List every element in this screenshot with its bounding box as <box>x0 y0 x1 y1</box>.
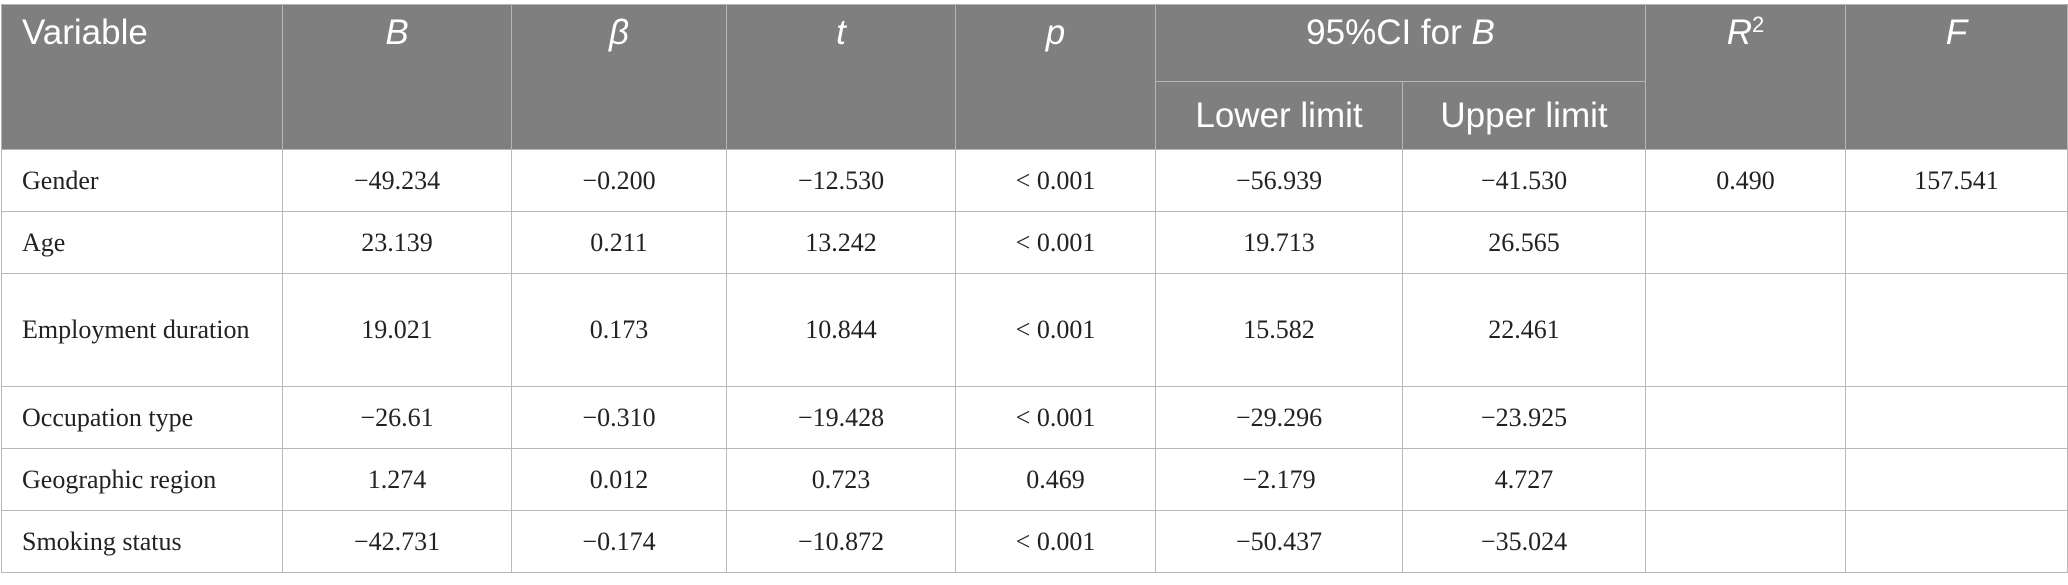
header-r2-superscript: 2 <box>1752 12 1765 37</box>
cell-beta: 0.211 <box>511 211 727 274</box>
header-ci-prefix: 95%CI for <box>1306 13 1472 52</box>
table-row: Occupation type −26.61 −0.310 −19.428 < … <box>1 386 2068 449</box>
cell-f-empty <box>1845 273 2068 387</box>
header-row-bottom: Lower limit Upper limit <box>2 81 2068 150</box>
cell-f: 157.541 <box>1845 149 2068 212</box>
header-p: p <box>955 4 1156 150</box>
cell-p: < 0.001 <box>955 211 1156 274</box>
cell-b: 1.274 <box>282 448 512 511</box>
cell-variable: Gender <box>1 149 283 212</box>
cell-f-empty <box>1845 510 2068 573</box>
header-t-label: t <box>836 13 846 52</box>
header-upper-limit: Upper limit <box>1402 81 1646 150</box>
table-row: Gender −49.234 −0.200 −12.530 < 0.001 −5… <box>1 149 2068 212</box>
cell-beta: −0.310 <box>511 386 727 449</box>
cell-lower: −2.179 <box>1155 448 1403 511</box>
cell-beta: −0.200 <box>511 149 727 212</box>
cell-f-empty <box>1845 386 2068 449</box>
cell-p: 0.469 <box>955 448 1156 511</box>
header-beta-label: β <box>609 13 629 52</box>
header-r2-label: R <box>1726 13 1753 52</box>
cell-r2-empty <box>1645 386 1846 449</box>
table-row: Employment duration 19.021 0.173 10.844 … <box>1 273 2068 387</box>
cell-beta: 0.012 <box>511 448 727 511</box>
header-lower-limit: Lower limit <box>1155 81 1403 150</box>
cell-lower: −56.939 <box>1155 149 1403 212</box>
cell-upper: 4.727 <box>1402 448 1646 511</box>
table-row: Age 23.139 0.211 13.242 < 0.001 19.713 2… <box>1 211 2068 274</box>
cell-variable: Age <box>1 211 283 274</box>
header-ci: 95%CI for B <box>1155 4 1646 82</box>
cell-upper: −35.024 <box>1402 510 1646 573</box>
cell-variable: Geographic region <box>1 448 283 511</box>
cell-r2-empty <box>1645 273 1846 387</box>
header-t: t <box>726 4 956 150</box>
cell-lower: −50.437 <box>1155 510 1403 573</box>
cell-t: 10.844 <box>726 273 956 387</box>
header-f-label: F <box>1945 13 1968 52</box>
header-variable: Variable <box>1 4 283 150</box>
cell-r2-empty <box>1645 510 1846 573</box>
cell-b: 19.021 <box>282 273 512 387</box>
cell-b: −42.731 <box>282 510 512 573</box>
cell-lower: 15.582 <box>1155 273 1403 387</box>
header-r2: R2 <box>1645 4 1846 150</box>
cell-upper: 22.461 <box>1402 273 1646 387</box>
cell-beta: −0.174 <box>511 510 727 573</box>
cell-p: < 0.001 <box>955 149 1156 212</box>
cell-b: −49.234 <box>282 149 512 212</box>
cell-upper: 26.565 <box>1402 211 1646 274</box>
cell-lower: 19.713 <box>1155 211 1403 274</box>
cell-lower: −29.296 <box>1155 386 1403 449</box>
cell-variable: Occupation type <box>1 386 283 449</box>
regression-table: Variable B β t p 95%CI for B R2 F Lower … <box>1 4 2068 573</box>
table-row: Smoking status −42.731 −0.174 −10.872 < … <box>1 510 2068 573</box>
cell-upper: −41.530 <box>1402 149 1646 212</box>
cell-t: −19.428 <box>726 386 956 449</box>
table-header: Variable B β t p 95%CI for B R2 F Lower … <box>1 4 2068 150</box>
cell-f-empty <box>1845 211 2068 274</box>
header-row-top: Variable B β t p 95%CI for B R2 F <box>1 4 2068 150</box>
cell-upper: −23.925 <box>1402 386 1646 449</box>
cell-t: −12.530 <box>726 149 956 212</box>
cell-p: < 0.001 <box>955 273 1156 387</box>
cell-t: −10.872 <box>726 510 956 573</box>
cell-beta: 0.173 <box>511 273 727 387</box>
header-ci-b: B <box>1471 13 1495 52</box>
header-beta: β <box>511 4 727 150</box>
cell-f-empty <box>1845 448 2068 511</box>
cell-b: 23.139 <box>282 211 512 274</box>
table-row: Geographic region 1.274 0.012 0.723 0.46… <box>1 448 2068 511</box>
table-body: Gender −49.234 −0.200 −12.530 < 0.001 −5… <box>1 149 2068 573</box>
cell-r2-empty <box>1645 448 1846 511</box>
cell-b: −26.61 <box>282 386 512 449</box>
header-b-label: B <box>385 13 409 52</box>
header-b: B <box>282 4 512 150</box>
cell-r2-empty <box>1645 211 1846 274</box>
cell-r2: 0.490 <box>1645 149 1846 212</box>
cell-variable: Smoking status <box>1 510 283 573</box>
header-p-label: p <box>1045 13 1066 52</box>
cell-variable: Employment duration <box>1 273 283 387</box>
header-f: F <box>1845 4 2068 150</box>
cell-t: 0.723 <box>726 448 956 511</box>
cell-t: 13.242 <box>726 211 956 274</box>
cell-p: < 0.001 <box>955 510 1156 573</box>
cell-p: < 0.001 <box>955 386 1156 449</box>
